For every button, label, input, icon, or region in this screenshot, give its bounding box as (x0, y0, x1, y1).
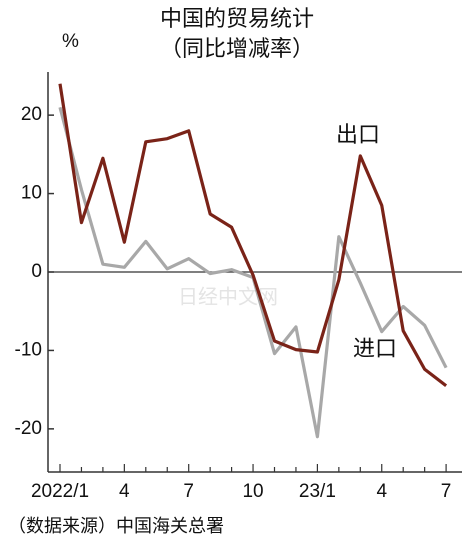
y-tick-label: 20 (21, 104, 42, 125)
y-tick-label: -10 (15, 339, 42, 360)
x-tick-label: 7 (441, 481, 452, 502)
x-tick-label: 7 (183, 481, 194, 502)
series-line (58, 83, 448, 387)
y-tick-label: 0 (31, 261, 42, 282)
x-tick-label: 10 (242, 481, 263, 502)
x-tick-label: 4 (119, 481, 130, 502)
x-tick-label: 23/1 (299, 481, 336, 502)
unit-label: % (62, 31, 79, 52)
source-note: （数据来源）中国海关总署 (8, 516, 224, 537)
series-label: 出口 (336, 123, 380, 148)
x-tick-label: 4 (376, 481, 387, 502)
x-tick-label: 2022/1 (31, 481, 89, 502)
chart-subtitle: （同比增减率） (160, 37, 314, 62)
series-label: 进口 (353, 337, 397, 362)
y-tick-label: 10 (21, 183, 42, 204)
y-tick-label: -20 (15, 418, 42, 439)
chart-title: 中国的贸易统计 (160, 7, 314, 32)
